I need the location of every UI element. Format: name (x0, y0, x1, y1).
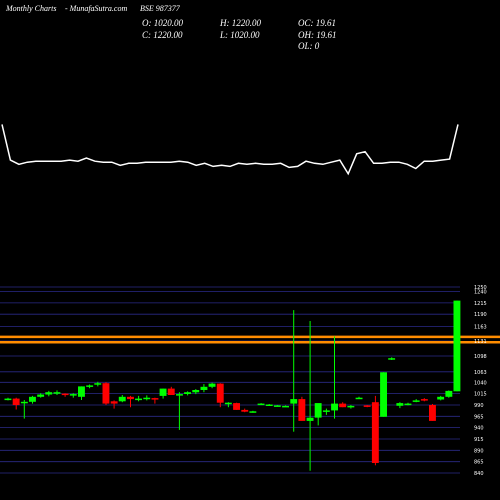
candle-body (355, 397, 363, 400)
candle-body (86, 385, 94, 387)
y-tick-label: 940 (474, 426, 484, 432)
y-tick-label: 915 (474, 437, 484, 443)
candle-body (331, 403, 338, 411)
candle-body (29, 396, 36, 402)
y-tick-label: 965 (474, 414, 484, 420)
y-tick-label: 890 (474, 448, 484, 454)
candle-body (388, 358, 396, 360)
candle-body (404, 403, 412, 406)
candle-body (298, 399, 306, 421)
y-tick-label: 1163 (474, 325, 487, 331)
candle-body (241, 409, 249, 412)
y-tick-label: 1190 (474, 312, 487, 318)
candle-body (69, 394, 77, 396)
candle-body (224, 402, 232, 405)
ohlc-close: C: 1220.00 (142, 30, 183, 40)
candle-body (167, 388, 175, 395)
y-tick-label: 1098 (474, 354, 487, 360)
y-tick-label: 1131 (474, 339, 487, 345)
candle-body (420, 399, 428, 401)
candle-body (290, 399, 298, 404)
candle-body (12, 398, 20, 405)
candle-body (143, 397, 151, 400)
candle-body (110, 401, 118, 404)
candle-body (339, 403, 347, 408)
ohlc-high: H: 1220.00 (220, 18, 261, 28)
candle-body (4, 398, 12, 401)
candle-body (453, 300, 461, 392)
ohlc-oc: OC: 19.61 (298, 18, 336, 28)
candle-body (380, 372, 387, 417)
ohlc-open: O: 1020.00 (142, 18, 183, 28)
candle-body (184, 392, 191, 394)
candle-body (61, 393, 69, 396)
candle-body (192, 390, 200, 393)
y-tick-label: 1040 (474, 380, 487, 386)
ohlc-ol: OL: 0 (298, 41, 320, 51)
y-tick-label: 865 (474, 460, 484, 466)
candle-body (445, 390, 453, 397)
candle-body (45, 392, 53, 395)
candle-body (314, 403, 322, 418)
y-tick-label: 990 (474, 403, 484, 409)
candle-body (94, 383, 102, 385)
chart-type-label: Monthly Charts (6, 4, 57, 13)
candle-body (265, 404, 273, 406)
candle-body (363, 405, 371, 407)
candle-body (371, 402, 379, 463)
ohlc-oh: OH: 19.61 (298, 30, 337, 40)
candle-body (249, 411, 257, 413)
candle-body (429, 405, 436, 421)
y-tick-label: 1215 (474, 301, 487, 307)
candle-body (78, 386, 85, 397)
y-tick-label: 840 (474, 471, 484, 477)
candle-body (322, 410, 330, 412)
candle-body (200, 386, 208, 390)
candle-body (412, 400, 420, 402)
candle-body (151, 398, 159, 400)
y-tick-label: 1015 (474, 392, 487, 398)
candle-body (176, 394, 183, 396)
y-tick-label: 1250 (474, 285, 487, 291)
candle-body (20, 401, 28, 404)
candle-body (306, 417, 314, 421)
y-tick-label: 1240 (474, 290, 487, 296)
site-label: - MunafaSutra.com (65, 4, 128, 13)
y-tick-label: 1063 (474, 370, 487, 376)
candle-body (127, 396, 134, 400)
candle-body (347, 405, 355, 408)
candle-body (135, 398, 142, 401)
ohlc-low: L: 1020.00 (220, 30, 260, 40)
price-line (1, 124, 459, 176)
candle-body (257, 403, 265, 406)
candle-body (53, 392, 61, 394)
candle-body (118, 396, 126, 402)
candle-body (102, 383, 110, 404)
candle-body (396, 403, 404, 406)
symbol-label: BSE 987377 (140, 4, 180, 13)
candle-body (233, 403, 240, 410)
candle-body (437, 396, 445, 400)
candle-body (159, 388, 167, 396)
candle-body (216, 383, 224, 403)
candle-body (282, 405, 289, 408)
candle-body (37, 394, 45, 397)
candle-body (273, 405, 281, 407)
candle-body (208, 383, 216, 387)
